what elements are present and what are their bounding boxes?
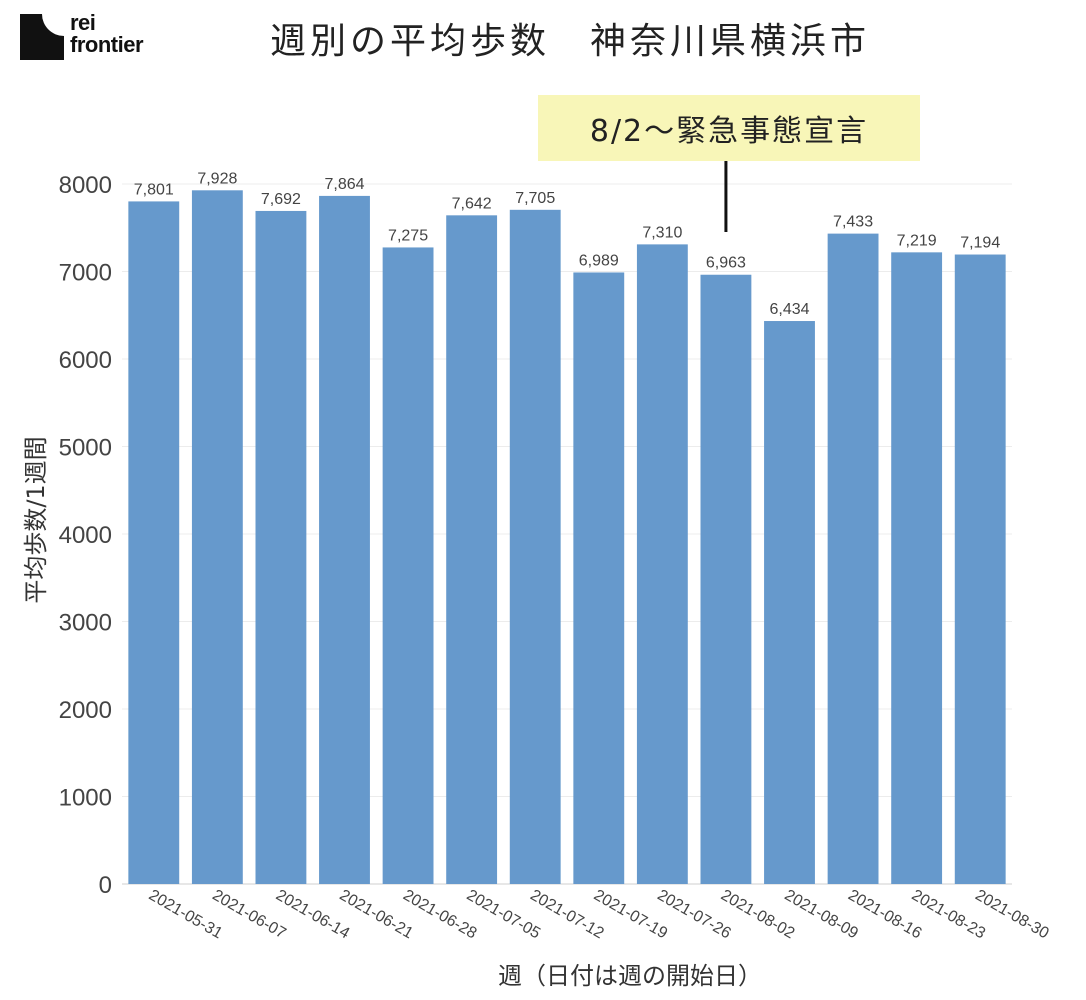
data-label: 7,433 bbox=[833, 214, 873, 231]
bar bbox=[700, 274, 752, 884]
y-tick-label: 3000 bbox=[59, 610, 112, 637]
data-label: 6,963 bbox=[706, 255, 746, 272]
bar bbox=[764, 321, 815, 884]
bar bbox=[446, 215, 498, 884]
y-tick-label: 1000 bbox=[59, 785, 112, 812]
state-of-emergency-callout: 8/2～緊急事態宣言 bbox=[538, 95, 920, 161]
data-label: 7,692 bbox=[261, 191, 301, 208]
bar bbox=[954, 254, 1006, 884]
data-label: 7,928 bbox=[197, 170, 237, 187]
logo-line-1: rei bbox=[70, 10, 96, 35]
y-tick-label: 2000 bbox=[59, 697, 112, 724]
data-label: 7,275 bbox=[388, 227, 428, 244]
data-label: 7,864 bbox=[324, 176, 364, 193]
data-label: 7,310 bbox=[642, 224, 682, 241]
bar bbox=[509, 209, 561, 884]
logo-mark-icon bbox=[20, 14, 64, 60]
data-label: 7,194 bbox=[960, 235, 1000, 252]
x-axis-title: 週（日付は週の開始日） bbox=[498, 962, 762, 990]
bar bbox=[573, 272, 625, 884]
bar bbox=[128, 201, 180, 885]
y-tick-label: 6000 bbox=[59, 347, 112, 374]
bar bbox=[891, 252, 943, 884]
chart-title: 週別の平均歩数 神奈川県横浜市 bbox=[270, 21, 871, 62]
logo-line-2: frontier bbox=[70, 32, 144, 57]
data-label: 7,219 bbox=[897, 232, 937, 249]
y-tick-label: 8000 bbox=[59, 172, 112, 199]
bar bbox=[382, 247, 434, 884]
bar bbox=[636, 244, 688, 884]
data-label: 7,705 bbox=[515, 190, 555, 207]
y-tick-label: 5000 bbox=[59, 435, 112, 462]
y-tick-label: 0 bbox=[99, 872, 112, 899]
bar bbox=[319, 195, 370, 884]
y-tick-label: 7000 bbox=[59, 260, 112, 287]
y-tick-label: 4000 bbox=[59, 522, 112, 549]
bar bbox=[255, 210, 307, 884]
data-label: 7,801 bbox=[134, 181, 174, 198]
logo-wordmark: rei frontier bbox=[70, 10, 144, 57]
data-label: 7,642 bbox=[452, 195, 492, 212]
data-label: 6,434 bbox=[769, 301, 809, 318]
brand-logo: rei frontier bbox=[20, 12, 180, 64]
data-label: 6,989 bbox=[579, 252, 619, 269]
bar bbox=[827, 233, 879, 885]
y-axis-title: 平均歩数/1週間 bbox=[22, 436, 50, 603]
bar bbox=[191, 190, 243, 885]
